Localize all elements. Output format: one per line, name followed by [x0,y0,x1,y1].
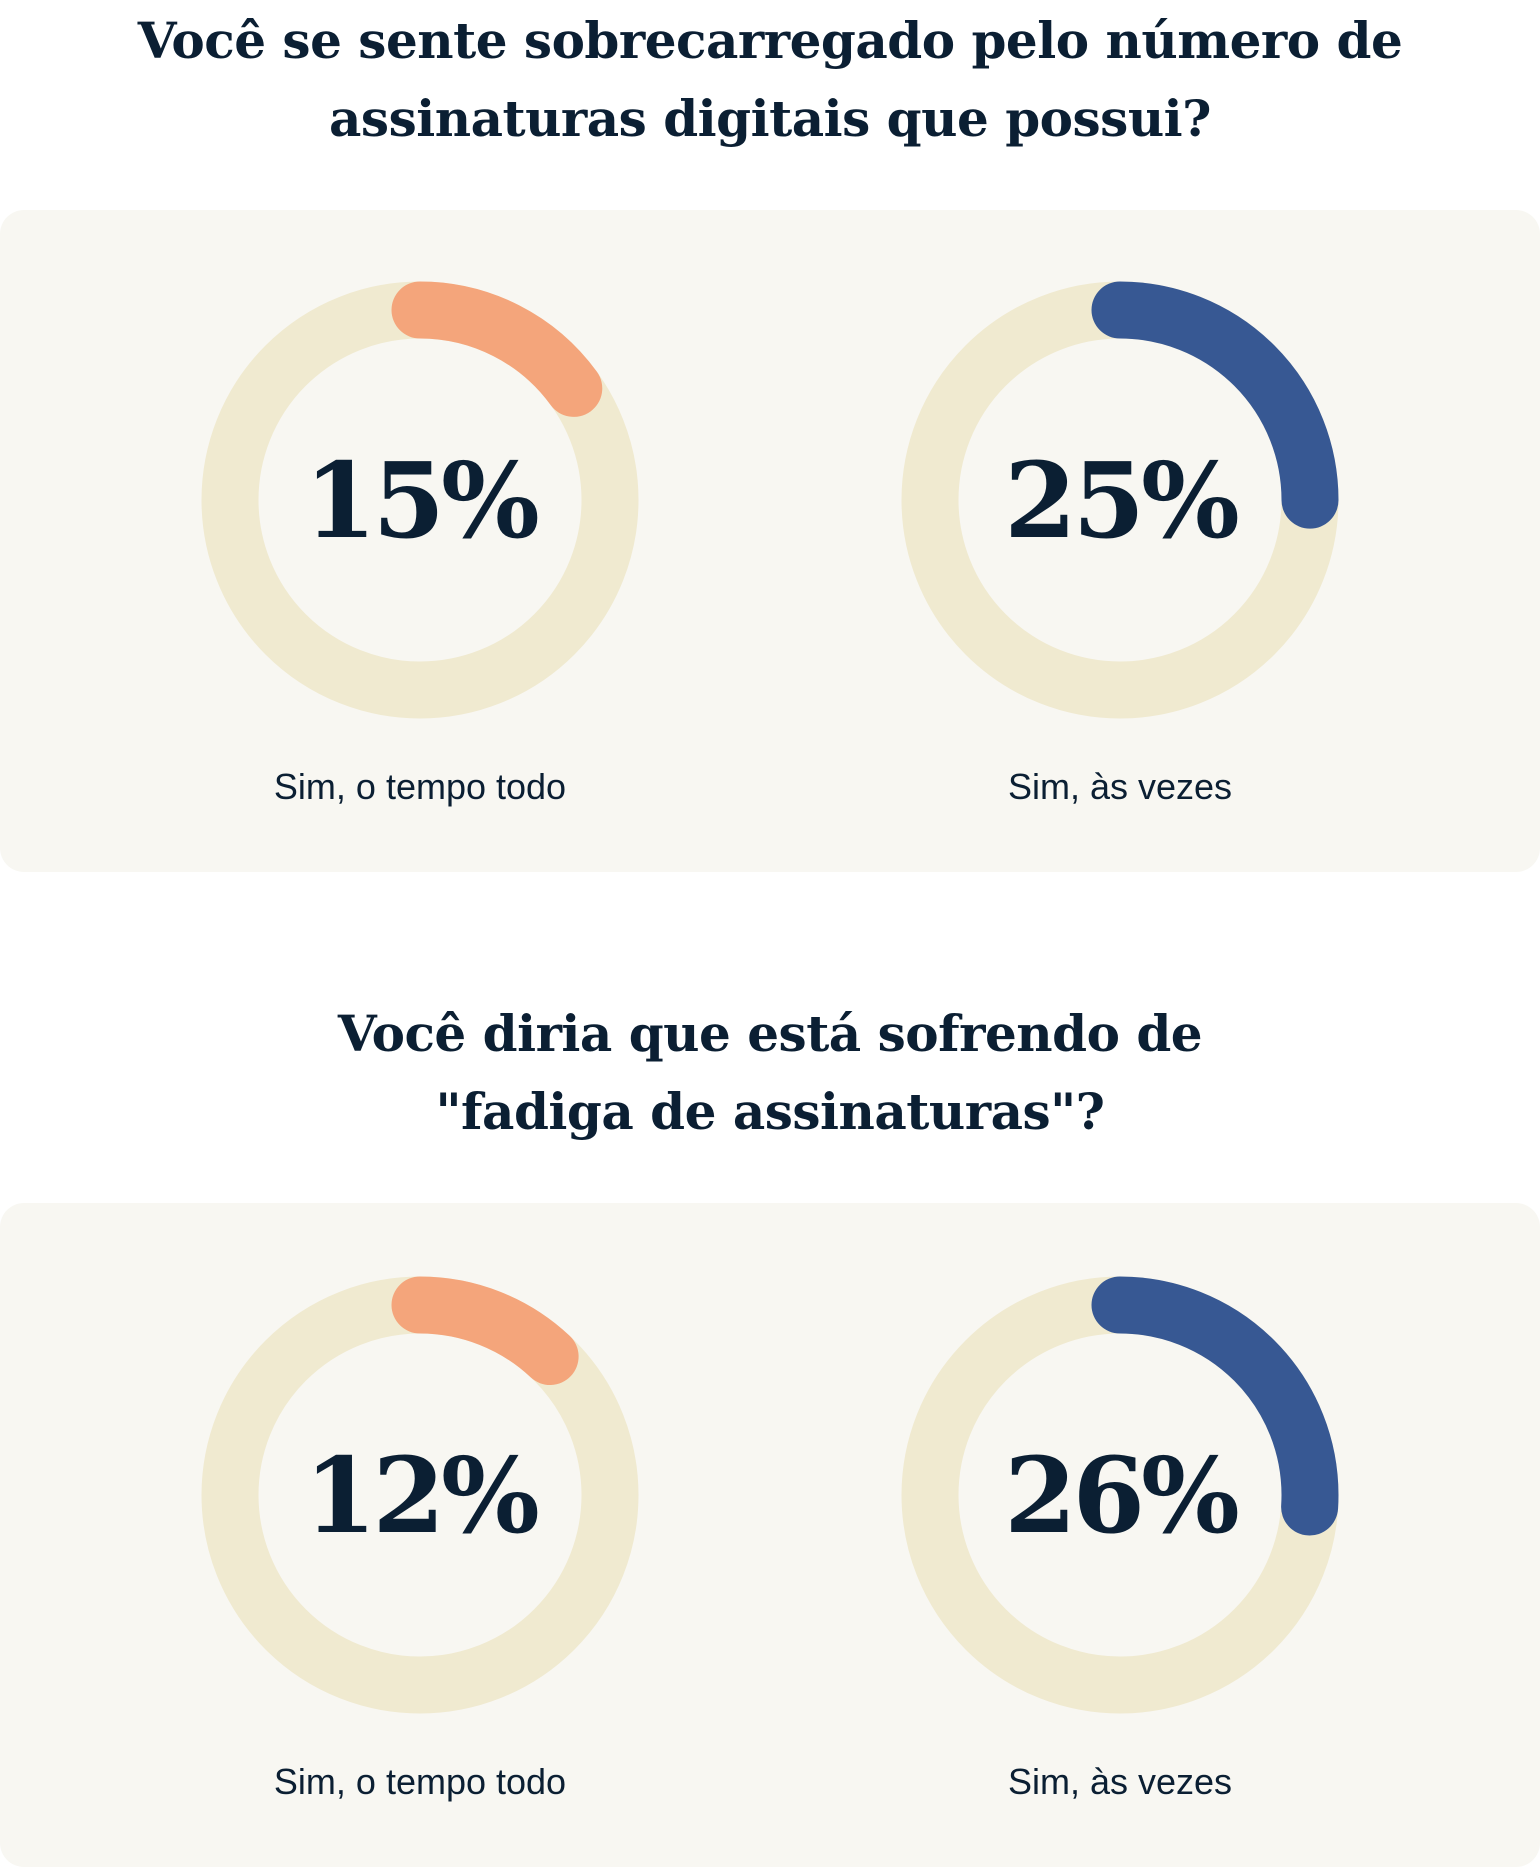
title-line: assinaturas digitais que possui? [329,89,1211,148]
title-line: "fadiga de assinaturas"? [435,1082,1105,1141]
donut-value-arc [201,1276,639,1714]
donut-label: Sim, às vezes [1007,1761,1233,1802]
percent-value: 26% [1004,1433,1240,1557]
donut-label: Sim, o tempo todo [273,766,567,807]
donut-sometimes: 25% [900,280,1340,720]
donut-label: Sim, às vezes [1007,766,1233,807]
title-line: Você diria que está sofrendo de [337,1004,1203,1063]
donut-value-arc [901,281,1339,719]
donut-label: Sim, o tempo todo [273,1761,567,1802]
donut-value-arc [901,1276,1339,1714]
chart-1-title: Você se sente sobrecarregado pelo número… [0,2,1540,158]
donut-sometimes: 26% [900,1275,1340,1715]
percent-value: 15% [304,438,540,562]
percent-value: 25% [1004,438,1240,562]
title-line: Você se sente sobrecarregado pelo número… [137,11,1403,70]
donut-all-the-time: 15% [200,280,640,720]
chart-2-title: Você diria que está sofrendo de "fadiga … [0,995,1540,1151]
donut-value-arc [201,281,639,719]
percent-value: 12% [304,1433,540,1557]
donut-all-the-time: 12% [200,1275,640,1715]
